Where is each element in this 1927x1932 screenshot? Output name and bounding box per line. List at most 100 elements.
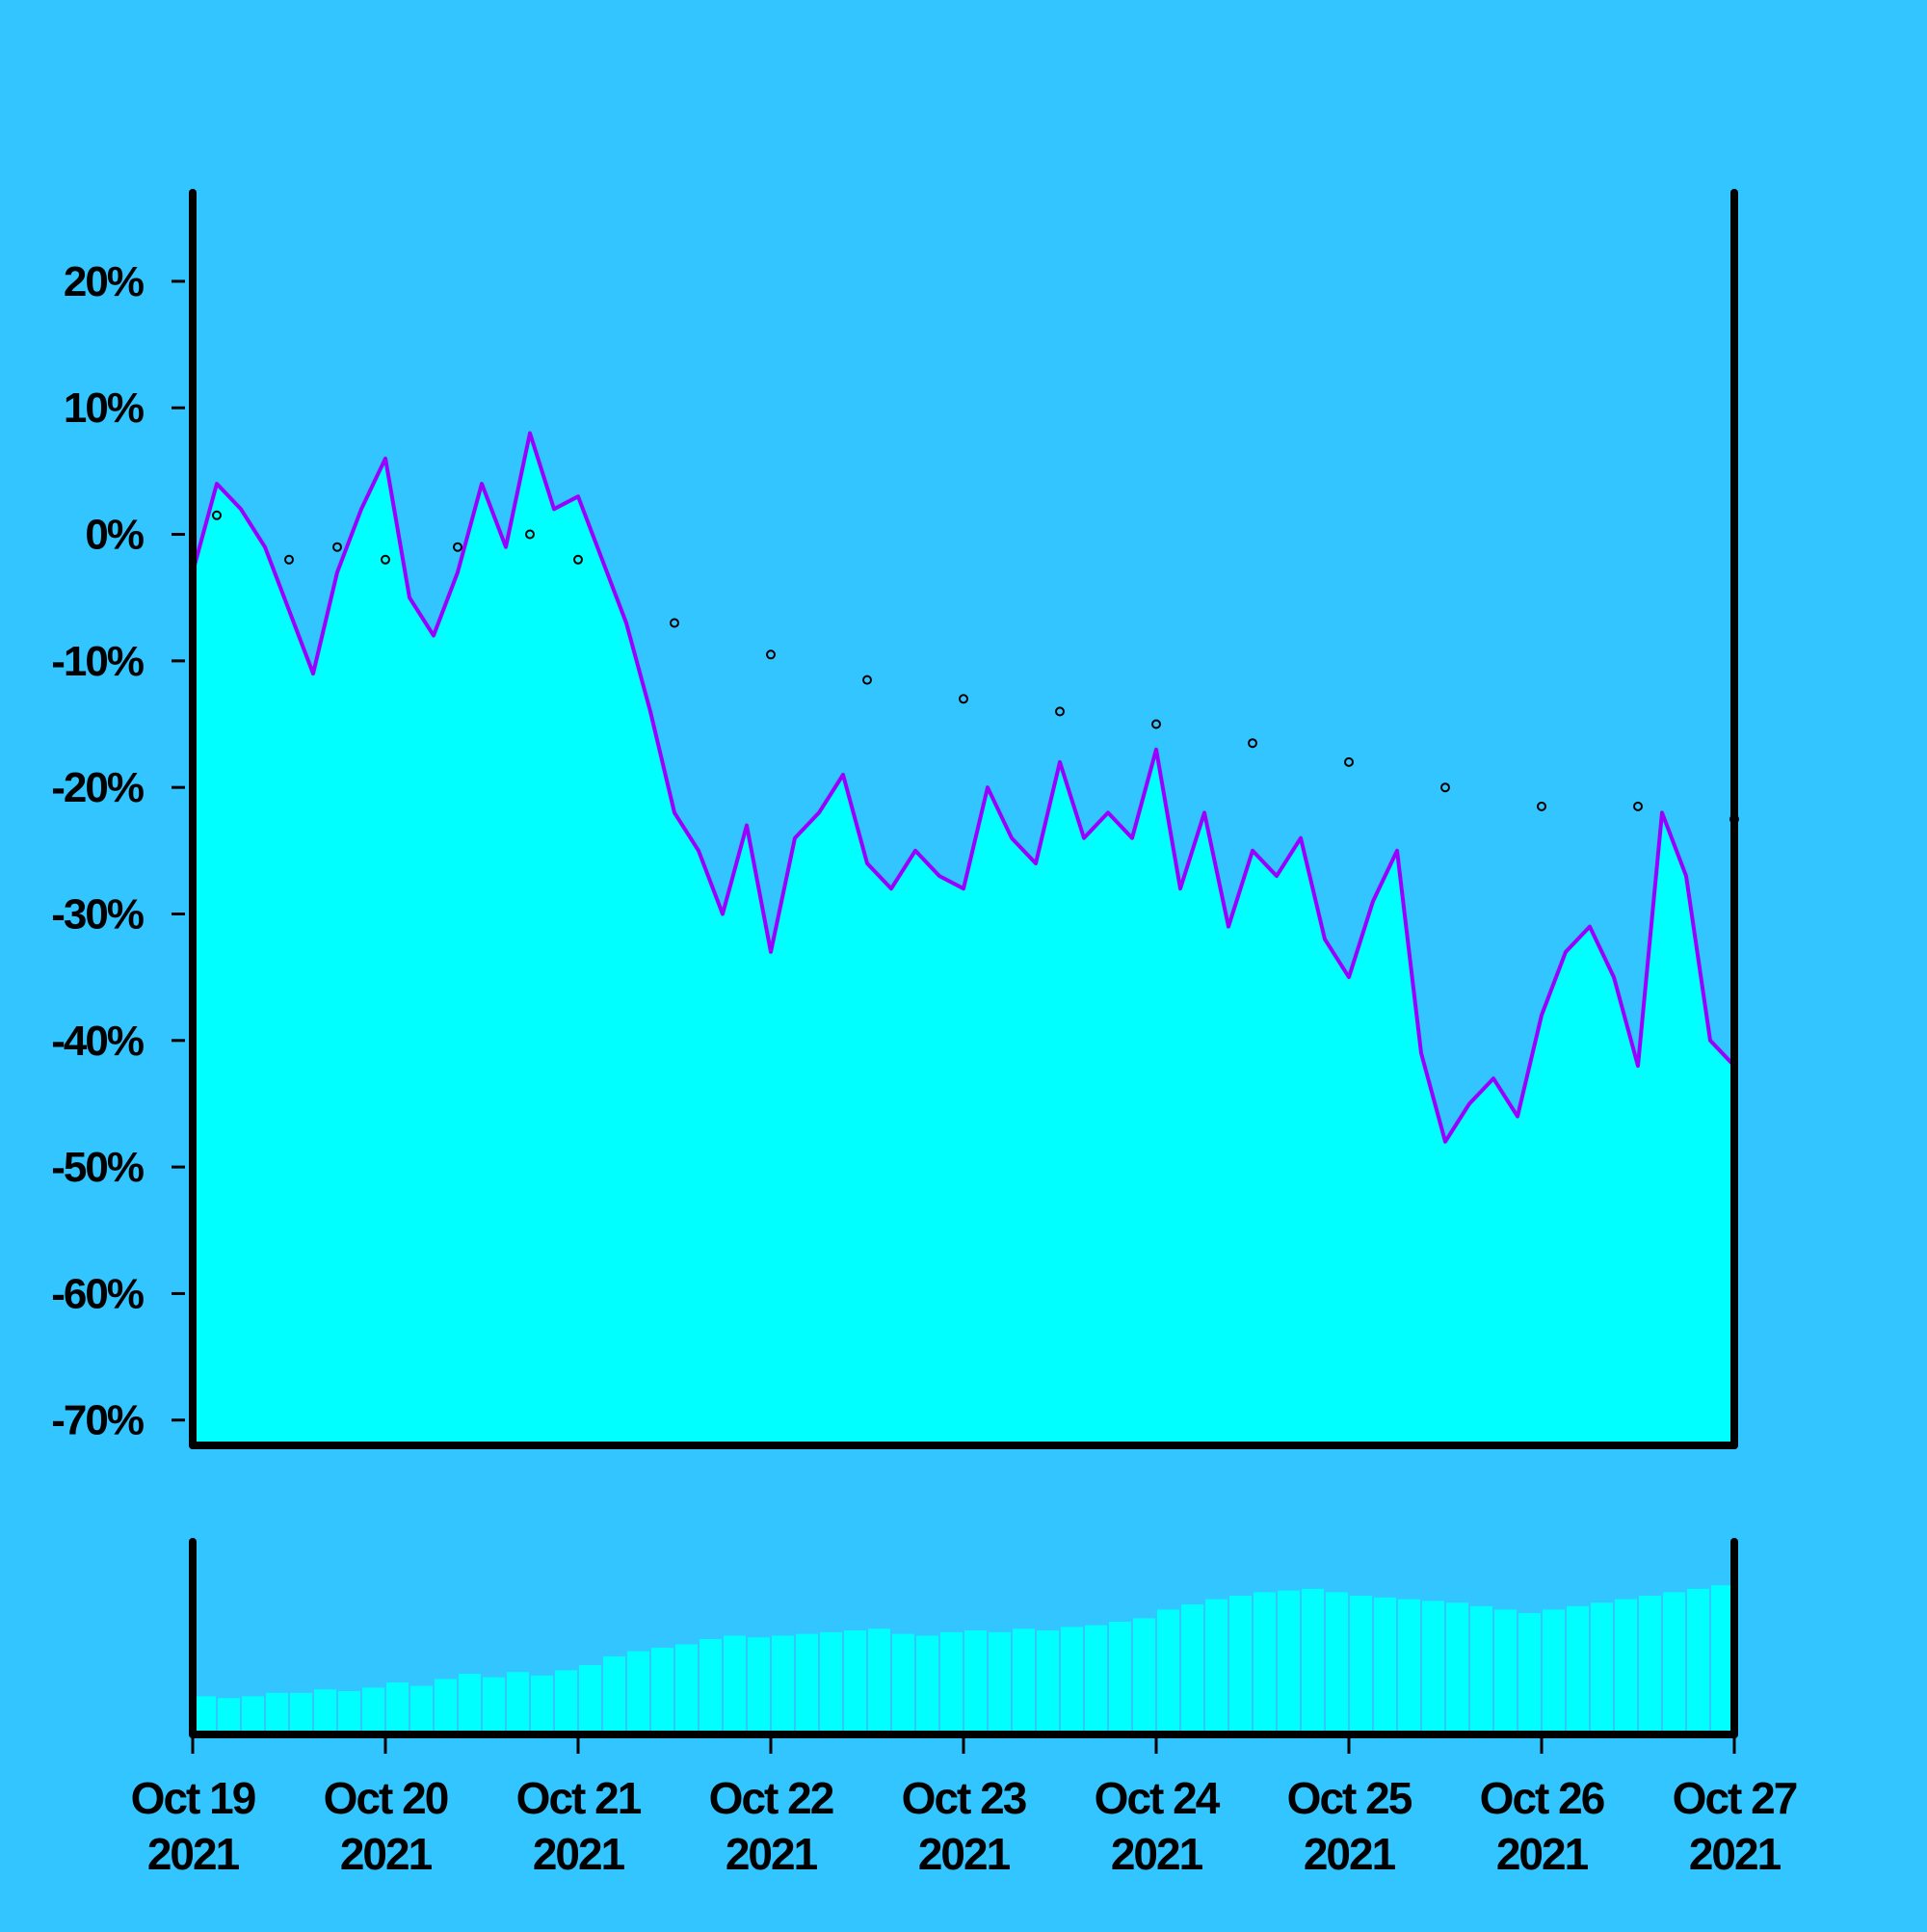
volume-bar [1157, 1609, 1179, 1734]
volume-bar [459, 1674, 481, 1734]
moving-average-point [1248, 738, 1257, 749]
volume-bar [724, 1635, 746, 1734]
volume-bar [1229, 1596, 1252, 1734]
volume-bar [627, 1651, 649, 1734]
price-panel [189, 189, 1739, 1449]
x-tick-label-date: Oct 27 [1673, 1773, 1797, 1823]
volume-bar [1470, 1605, 1492, 1734]
x-tick-label: Oct 21 2021 [516, 1773, 642, 1879]
volume-bar [1061, 1627, 1083, 1734]
moving-average-point [212, 510, 222, 520]
x-tick-label: Oct 27 2021 [1673, 1773, 1797, 1879]
x-tick-label-date: Oct 19 [131, 1773, 255, 1823]
volume-bar [483, 1677, 505, 1734]
x-tick-label-year: 2021 [1111, 1829, 1203, 1879]
moving-average-point [1344, 756, 1354, 767]
price-line [191, 431, 1736, 1144]
moving-average-point [381, 554, 390, 565]
volume-bar [1181, 1604, 1203, 1734]
volume-bar [194, 1696, 216, 1734]
volume-bar [1567, 1605, 1589, 1734]
x-tick-label-date: Oct 24 [1095, 1773, 1221, 1823]
y-tick-label: 10% [64, 384, 144, 432]
x-tick-label-date: Oct 23 [902, 1773, 1026, 1823]
moving-average-point [453, 542, 462, 552]
volume-bar [1446, 1602, 1468, 1734]
volume-bar [940, 1631, 963, 1734]
y-tick-label: -30% [51, 890, 144, 938]
volume-bar [1133, 1618, 1155, 1734]
x-tick-label-year: 2021 [1496, 1829, 1589, 1879]
volume-bar [1518, 1613, 1541, 1734]
volume-bar [362, 1687, 384, 1734]
x-tick-label: Oct 26 2021 [1480, 1773, 1604, 1879]
volume-bar [916, 1635, 938, 1734]
y-tick-label: 0% [85, 512, 143, 559]
volume-bar [1350, 1596, 1372, 1734]
moving-average-point [766, 649, 776, 660]
y-tick-label: 20% [64, 258, 144, 305]
moving-average-point [1537, 801, 1546, 811]
moving-average-point [862, 675, 872, 685]
x-tick-label: Oct 23 2021 [902, 1773, 1026, 1879]
volume-bar [1398, 1599, 1420, 1734]
volume-bar [531, 1675, 553, 1734]
volume-bar [1278, 1590, 1300, 1734]
volume-bar [1687, 1588, 1709, 1734]
volume-bar [266, 1692, 288, 1734]
moving-average-point [525, 529, 535, 540]
volume-bar [1494, 1609, 1517, 1734]
x-tick-label: Oct 25 2021 [1287, 1773, 1412, 1879]
volume-bar [1013, 1628, 1035, 1734]
volume-bar [964, 1630, 987, 1734]
x-tick-label-year: 2021 [533, 1829, 625, 1879]
volume-bar [1205, 1599, 1227, 1734]
y-tick-label: -70% [51, 1397, 144, 1444]
volume-bar [1374, 1597, 1396, 1734]
y-tick-label: -60% [51, 1270, 144, 1317]
volume-bar [820, 1631, 842, 1734]
volume-bar [1663, 1592, 1685, 1734]
moving-average-point [332, 542, 342, 552]
volume-bar [748, 1637, 770, 1734]
x-tick-label-date: Oct 25 [1287, 1773, 1412, 1823]
moving-average-point [670, 618, 679, 628]
volume-bar [772, 1635, 794, 1734]
moving-average-point [284, 554, 294, 565]
moving-average-point [1055, 706, 1065, 717]
volume-bar [1615, 1599, 1637, 1734]
moving-average-point [573, 554, 583, 565]
x-tick-label: Oct 19 2021 [131, 1773, 255, 1879]
moving-average-point [1633, 801, 1643, 811]
y-tick-label: -20% [51, 764, 144, 811]
volume-bar [1109, 1622, 1131, 1734]
y-tick-label: -50% [51, 1144, 144, 1191]
volume-bar [507, 1672, 529, 1734]
x-tick-label-year: 2021 [726, 1829, 818, 1879]
volume-bar [892, 1633, 914, 1734]
volume-bar [435, 1679, 457, 1734]
moving-average-point [1440, 782, 1450, 793]
volume-bar [1254, 1592, 1276, 1734]
x-tick-label: Oct 24 2021 [1095, 1773, 1221, 1879]
x-tick-label-year: 2021 [918, 1829, 1011, 1879]
x-tick-label: Oct 20 2021 [324, 1773, 448, 1879]
y-tick-label: -40% [51, 1018, 144, 1065]
volume-bar [386, 1682, 409, 1734]
moving-average-point [1151, 719, 1161, 729]
y-tick-label: -10% [51, 638, 144, 685]
volume-bar [338, 1691, 360, 1734]
moving-average-point [959, 694, 968, 704]
x-tick-label: Oct 22 2021 [709, 1773, 833, 1879]
volume-bar [579, 1665, 601, 1734]
x-tick-label-year: 2021 [1304, 1829, 1396, 1879]
volume-bar [1711, 1585, 1733, 1734]
volume-bar [844, 1630, 866, 1734]
x-tick-label-date: Oct 22 [709, 1773, 833, 1823]
volume-bar [796, 1633, 818, 1734]
volume-bar [555, 1670, 577, 1734]
x-tick-label-date: Oct 21 [516, 1773, 642, 1823]
volume-bar [1326, 1592, 1348, 1734]
